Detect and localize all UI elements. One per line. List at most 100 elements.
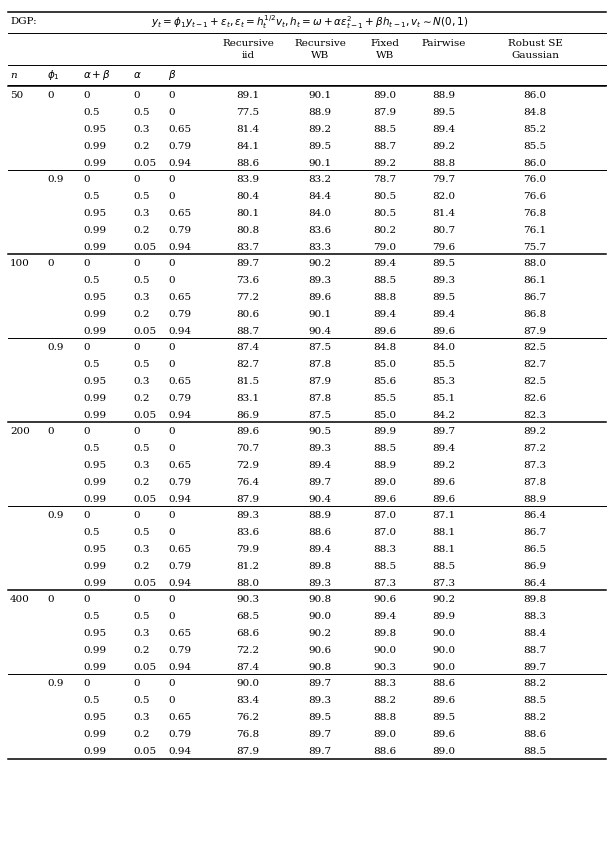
Text: 89.7: 89.7	[524, 662, 546, 672]
Text: $\beta$: $\beta$	[168, 68, 176, 82]
Text: 86.9: 86.9	[236, 411, 260, 420]
Text: 81.4: 81.4	[236, 125, 260, 134]
Text: 89.4: 89.4	[373, 612, 397, 621]
Text: 0.94: 0.94	[168, 662, 191, 672]
Text: 85.0: 85.0	[373, 411, 397, 420]
Text: 89.6: 89.6	[373, 495, 397, 503]
Text: 0.05: 0.05	[133, 746, 156, 756]
Text: 0: 0	[168, 175, 174, 185]
Text: 0.79: 0.79	[168, 730, 191, 739]
Text: 0.94: 0.94	[168, 746, 191, 756]
Text: 86.1: 86.1	[524, 277, 546, 285]
Text: 0.65: 0.65	[168, 545, 191, 554]
Text: 88.3: 88.3	[373, 679, 397, 689]
Text: 81.5: 81.5	[236, 377, 260, 386]
Text: $\alpha+\beta$: $\alpha+\beta$	[83, 68, 111, 82]
Text: 84.8: 84.8	[524, 108, 546, 118]
Text: 89.7: 89.7	[308, 746, 332, 756]
Text: 88.3: 88.3	[373, 545, 397, 554]
Text: 0.9: 0.9	[47, 679, 63, 689]
Text: 83.2: 83.2	[308, 175, 332, 185]
Text: 89.3: 89.3	[308, 579, 332, 588]
Text: 76.0: 76.0	[524, 175, 546, 185]
Text: 0.95: 0.95	[83, 293, 106, 302]
Text: 90.1: 90.1	[308, 310, 332, 319]
Text: 90.2: 90.2	[308, 259, 332, 269]
Text: 88.6: 88.6	[373, 746, 397, 756]
Text: 0.9: 0.9	[47, 175, 63, 185]
Text: 86.0: 86.0	[524, 92, 546, 101]
Text: 89.9: 89.9	[432, 612, 456, 621]
Text: 87.2: 87.2	[524, 444, 546, 454]
Text: 0.65: 0.65	[168, 713, 191, 722]
Text: 84.2: 84.2	[432, 411, 456, 420]
Text: 0.9: 0.9	[47, 344, 63, 352]
Text: 87.9: 87.9	[373, 108, 397, 118]
Text: 0.95: 0.95	[83, 377, 106, 386]
Text: 0: 0	[133, 679, 139, 689]
Text: 90.0: 90.0	[236, 679, 260, 689]
Text: 0.3: 0.3	[133, 545, 149, 554]
Text: 0.5: 0.5	[83, 192, 99, 201]
Text: 0.5: 0.5	[133, 612, 149, 621]
Text: 80.1: 80.1	[236, 209, 260, 218]
Text: 0.3: 0.3	[133, 713, 149, 722]
Text: 88.9: 88.9	[432, 92, 456, 101]
Text: 79.0: 79.0	[373, 243, 397, 252]
Text: 89.3: 89.3	[236, 511, 260, 521]
Text: 0: 0	[133, 344, 139, 352]
Text: 0.79: 0.79	[168, 142, 191, 151]
Text: 0.94: 0.94	[168, 243, 191, 252]
Text: 87.5: 87.5	[308, 344, 332, 352]
Text: 88.1: 88.1	[432, 528, 456, 537]
Text: 85.5: 85.5	[432, 360, 456, 369]
Text: 88.2: 88.2	[373, 697, 397, 705]
Text: 0.99: 0.99	[83, 562, 106, 571]
Text: 0.3: 0.3	[133, 293, 149, 302]
Text: 0.5: 0.5	[83, 444, 99, 454]
Text: 89.0: 89.0	[373, 92, 397, 101]
Text: 0: 0	[168, 344, 174, 352]
Text: 89.8: 89.8	[524, 595, 546, 605]
Text: 90.6: 90.6	[373, 595, 397, 605]
Text: 76.1: 76.1	[524, 226, 546, 235]
Text: 89.5: 89.5	[432, 108, 456, 118]
Text: 88.9: 88.9	[308, 511, 332, 521]
Text: 89.7: 89.7	[308, 478, 332, 487]
Text: 82.5: 82.5	[524, 344, 546, 352]
Text: 0.65: 0.65	[168, 461, 191, 470]
Text: 0.2: 0.2	[133, 478, 149, 487]
Text: 0.3: 0.3	[133, 461, 149, 470]
Text: 79.9: 79.9	[236, 545, 260, 554]
Text: 77.2: 77.2	[236, 293, 260, 302]
Text: 87.9: 87.9	[236, 746, 260, 756]
Text: 85.0: 85.0	[373, 360, 397, 369]
Text: 90.0: 90.0	[432, 646, 456, 655]
Text: 87.5: 87.5	[308, 411, 332, 420]
Text: 83.1: 83.1	[236, 394, 260, 403]
Text: 0: 0	[168, 697, 174, 705]
Text: 88.8: 88.8	[432, 159, 456, 168]
Text: 0.94: 0.94	[168, 159, 191, 168]
Text: 0.2: 0.2	[133, 562, 149, 571]
Text: 0: 0	[168, 108, 174, 118]
Text: 82.7: 82.7	[524, 360, 546, 369]
Text: 89.6: 89.6	[236, 428, 260, 436]
Text: 200: 200	[10, 428, 30, 436]
Text: 0.05: 0.05	[133, 495, 156, 503]
Text: 0.99: 0.99	[83, 142, 106, 151]
Text: 0: 0	[83, 175, 90, 185]
Text: 82.5: 82.5	[524, 377, 546, 386]
Text: 0.99: 0.99	[83, 326, 106, 336]
Text: 90.3: 90.3	[373, 662, 397, 672]
Text: 80.4: 80.4	[236, 192, 260, 201]
Text: 0.5: 0.5	[83, 697, 99, 705]
Text: $y_t = \phi_1 y_{t-1} + \varepsilon_t, \varepsilon_t = h_t^{1/2} v_t, h_t = \ome: $y_t = \phi_1 y_{t-1} + \varepsilon_t, \…	[152, 14, 468, 31]
Text: 88.5: 88.5	[373, 277, 397, 285]
Text: 0.95: 0.95	[83, 545, 106, 554]
Text: 76.8: 76.8	[236, 730, 260, 739]
Text: Gaussian: Gaussian	[511, 51, 559, 59]
Text: 0: 0	[47, 595, 53, 605]
Text: 84.4: 84.4	[308, 192, 332, 201]
Text: 0.3: 0.3	[133, 377, 149, 386]
